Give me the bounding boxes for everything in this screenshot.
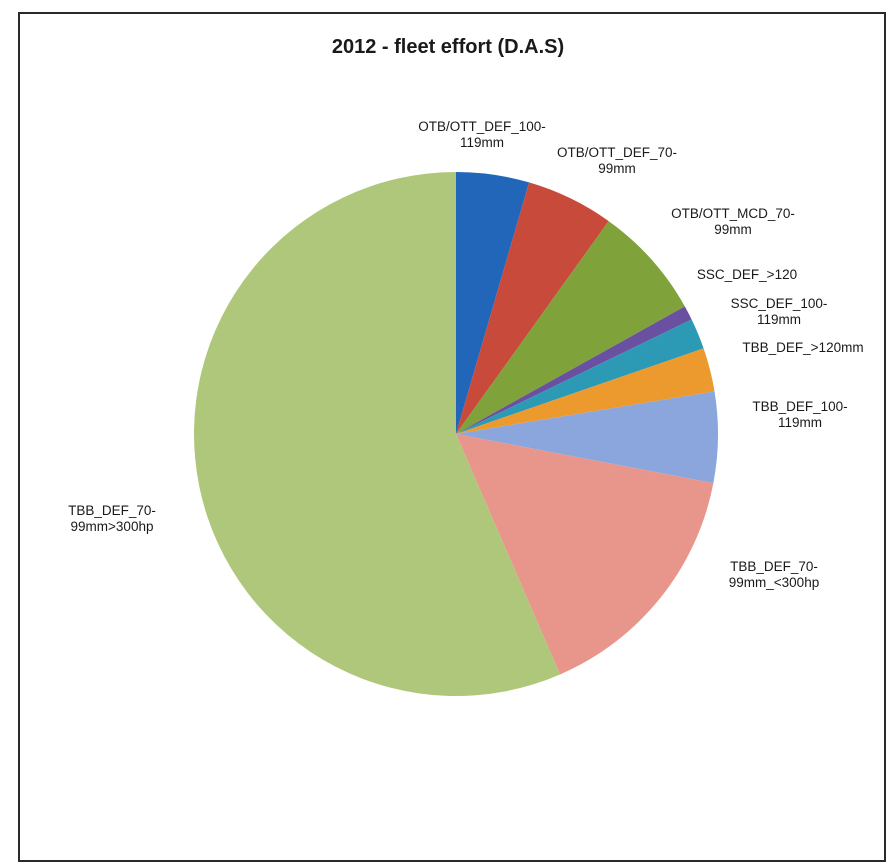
- slice-label-5: SSC_DEF_100-119mm: [731, 296, 828, 327]
- slice-label-7: TBB_DEF_100-119mm: [752, 399, 847, 430]
- pie-slice-8: [456, 434, 714, 675]
- chart-title: 2012 - fleet effort (D.A.S): [331, 36, 565, 58]
- slice-label-8: TBB_DEF_70-99mm_<300hp: [729, 559, 819, 590]
- pie-slice-2: [456, 182, 609, 434]
- pie-slice-1: [456, 172, 530, 434]
- slice-label-9: TBB_DEF_70-99mm>300hp: [68, 503, 156, 534]
- pie-slice-5: [456, 319, 704, 434]
- pie-chart: OTB/OTT_DEF_100-119mm OTB/OTT_DEF_70-99mm…: [68, 119, 864, 697]
- slice-label-4: SSC_DEF_>120: [697, 267, 797, 282]
- pie-slice-3: [456, 221, 685, 434]
- slice-label-3: OTB/OTT_MCD_70-99mm: [671, 206, 795, 237]
- pie-slice-9: [193, 171, 561, 697]
- slice-label-6: TBB_DEF_>120mm: [742, 340, 863, 355]
- pie-slice-7: [456, 391, 718, 484]
- pie-slice-4: [456, 306, 692, 434]
- pie-slice-6: [456, 348, 715, 434]
- slice-label-2: OTB/OTT_DEF_70-99mm: [557, 145, 677, 176]
- slice-label-1: OTB/OTT_DEF_100-119mm: [418, 119, 546, 150]
